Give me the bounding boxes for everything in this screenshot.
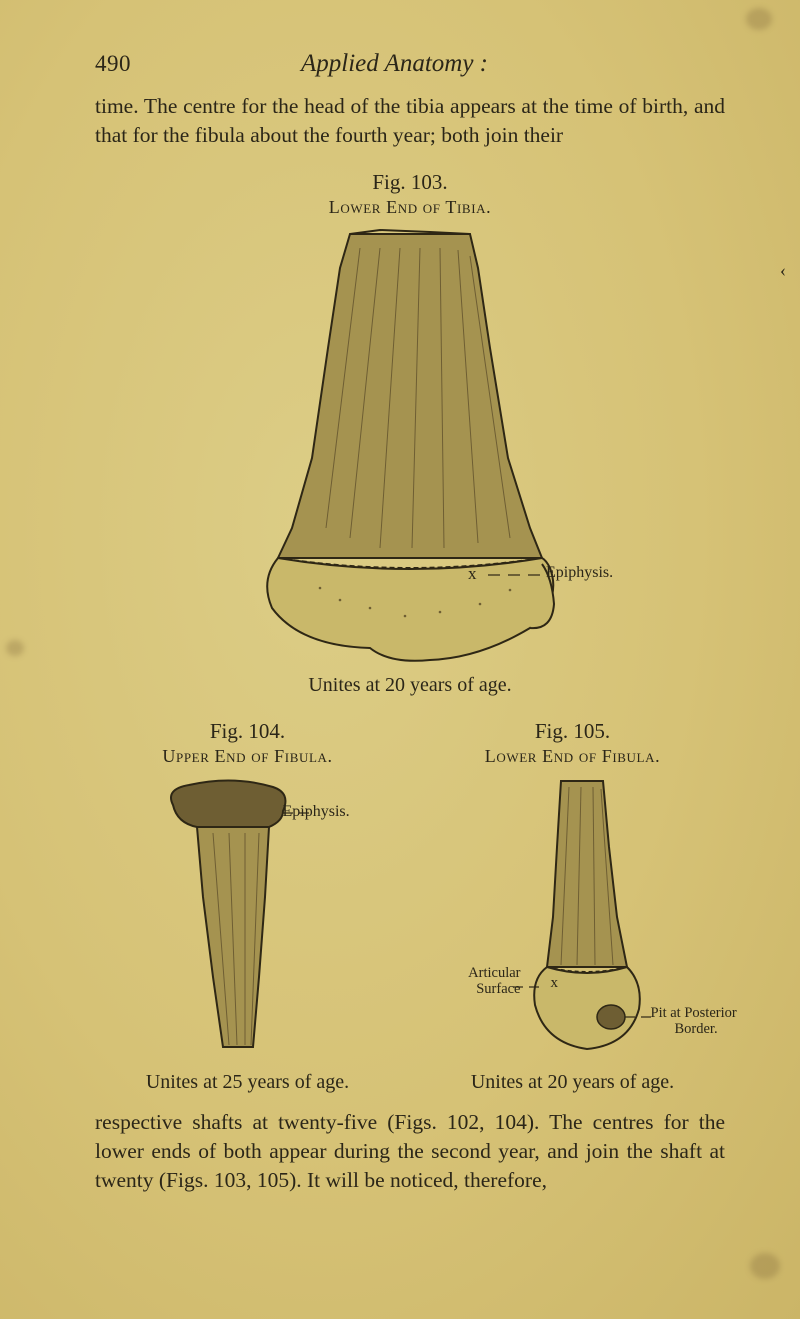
fig-105-column: Fig. 105. Lower End of Fibula. [420,719,725,1094]
fig-105-pit-annotation-b: Border. [675,1021,718,1038]
fig-105-label: Fig. 105. [420,719,725,744]
scanned-page: 490 Applied Anatomy : time. The centre f… [0,0,800,1319]
fig-105-title: Lower End of Fibula. [420,746,725,767]
fig-105-caption: Unites at 20 years of age. [420,1071,725,1094]
fibula-lower-end-svg [453,777,693,1067]
fig-104-title: Upper End of Fibula. [95,746,400,767]
fig-103-illustration: x Epiphysis. [230,228,590,668]
foxing-spot [6,640,24,656]
fig-103-epiphysis-annotation: Epiphysis. [546,564,613,582]
tibia-lower-end-svg [230,228,590,668]
page-header: 490 Applied Anatomy : [95,50,725,78]
fig-105-illustration: Articular Surface x Pit at Posterior Bor… [453,777,693,1067]
fig-104-caption: Unites at 25 years of age. [95,1071,400,1094]
fig-103-label: Fig. 103. [95,170,725,195]
foxing-spot [746,8,772,30]
fig-103-title: Lower End of Tibia. [95,197,725,218]
margin-tick-icon: ‹ [780,260,786,281]
fig-105-pit-annotation-a: Pit at Posterior [651,1005,737,1022]
fig-104-label: Fig. 104. [95,719,400,744]
fig-105-articular-annotation-b: Surface [453,981,521,998]
page-number: 490 [95,51,131,77]
running-title: Applied Anatomy : [301,50,488,78]
paragraph-bottom: respective shafts at twenty-five (Figs. … [95,1108,725,1195]
fig-104-illustration: Epiphysis. [133,777,363,1067]
paragraph-top: time. The centre for the head of the tib… [95,92,725,150]
fig-104-column: Fig. 104. Upper End of Fibula. [95,719,400,1094]
fig-103-x-marker: x [468,564,477,584]
fig-104-epiphysis-annotation: Epiphysis. [283,803,350,821]
fig-105-x-marker: x [551,975,559,992]
fig-103-caption: Unites at 20 years of age. [95,674,725,697]
fig-104-105-row: Fig. 104. Upper End of Fibula. [95,719,725,1094]
fig-105-articular-annotation-a: Articular [441,965,521,982]
foxing-spot [750,1253,780,1279]
